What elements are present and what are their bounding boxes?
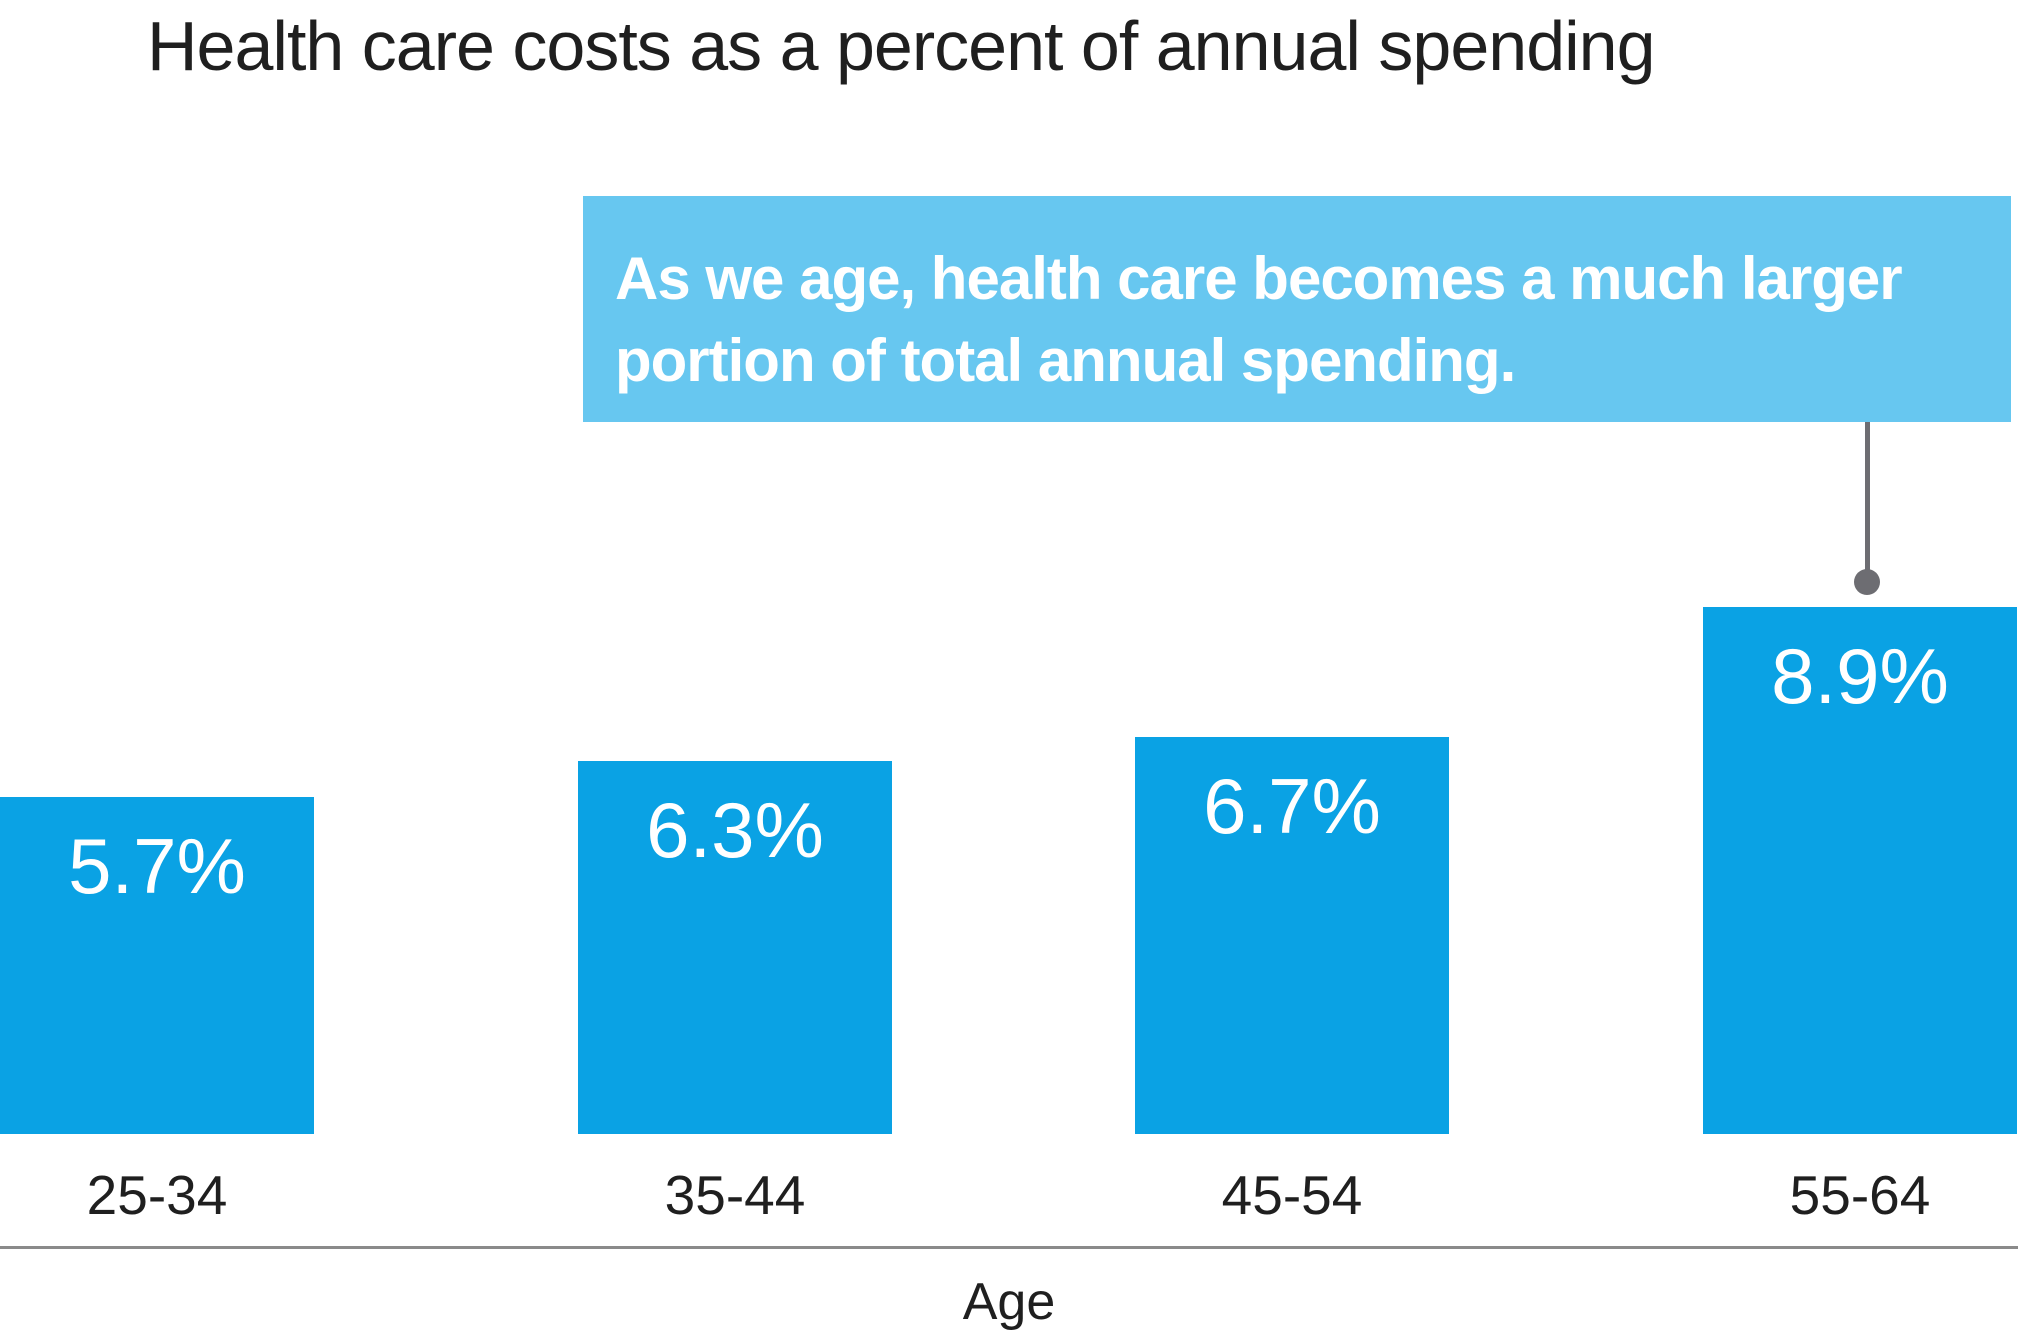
x-axis-title: Age [962,1273,1056,1331]
x-tick-label: 45-54 [1221,1164,1363,1226]
x-tick-label: 25-34 [86,1164,228,1226]
bar-45-54: 6.7% [1135,737,1449,1134]
chart-title: Health care costs as a percent of annual… [147,7,1656,85]
annotation-text-line-1: As we age, health care becomes a much la… [615,245,1903,312]
annotation-text-line-2: portion of total annual spending. [615,327,1516,394]
annotation-connector-line [1865,422,1870,574]
bar-value-label: 6.7% [1203,762,1381,850]
annotation-callout: As we age, health care becomes a much la… [583,196,2011,422]
bar-25-34: 5.7% [0,797,314,1134]
bar-55-64: 8.9% [1703,607,2017,1134]
annotation-connector-dot [1854,569,1880,595]
bar-value-label: 6.3% [646,786,824,874]
bar-35-44: 6.3% [578,761,892,1134]
x-tick-label: 55-64 [1789,1164,1931,1226]
x-axis-line [0,1246,2018,1249]
bar-value-label: 8.9% [1771,632,1949,720]
x-tick-label: 35-44 [664,1164,806,1226]
bar-value-label: 5.7% [68,822,246,910]
